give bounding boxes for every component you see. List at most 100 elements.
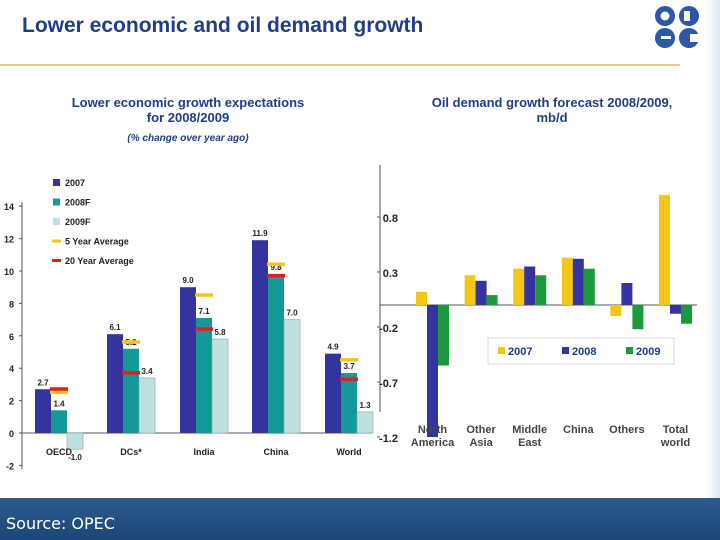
chart1-data-label: 5.8 xyxy=(214,328,226,337)
chart1-y-tick-label: 14 xyxy=(4,202,14,212)
chart1-bar xyxy=(180,287,196,433)
chart1-average-marker xyxy=(122,340,140,344)
chart2-category-label: Others xyxy=(609,424,644,436)
chart1-category-label: World xyxy=(336,447,361,457)
chart1-bar xyxy=(325,353,341,433)
chart1-bar xyxy=(123,348,139,433)
chart1-legend-swatch xyxy=(52,259,61,262)
chart1-average-marker xyxy=(267,273,285,278)
chart2-legend-swatch xyxy=(626,347,633,354)
chart1-title-line: for 2008/2009 xyxy=(147,110,229,125)
chart1-category-label: DCs* xyxy=(120,447,142,457)
chart1-bar xyxy=(341,373,357,433)
chart2-bar xyxy=(583,268,595,305)
chart2-bar xyxy=(524,266,536,305)
chart1-subtitle: (% change over year ago) xyxy=(127,133,249,144)
chart1-legend-label: 20 Year Average xyxy=(65,256,134,266)
chart1-bar xyxy=(268,274,284,433)
chart2-legend-label: 2009 xyxy=(636,346,660,358)
chart1-data-label: 9.8 xyxy=(270,263,282,272)
chart2-legend-swatch xyxy=(498,347,505,354)
chart1-data-label: 7.1 xyxy=(198,307,210,316)
chart1-average-marker xyxy=(340,358,358,362)
chart1-category-label: OECD xyxy=(46,447,73,457)
logo-c-mark xyxy=(679,28,699,48)
chart1-data-label: 2.7 xyxy=(37,378,49,387)
chart1-data-label: 11.9 xyxy=(252,229,268,238)
chart1-legend-swatch xyxy=(52,239,61,243)
chart2-bar xyxy=(427,305,438,437)
chart2-y-tick-label: -0.2 xyxy=(379,323,398,335)
chart2-bar xyxy=(632,305,644,330)
chart1-average-marker xyxy=(340,377,358,382)
footer-band xyxy=(0,498,720,540)
chart1-legend-label: 2009F xyxy=(65,217,91,227)
chart1-average-marker xyxy=(122,371,140,375)
chart2-category-label: East xyxy=(518,437,542,449)
title-divider xyxy=(0,64,680,66)
chart2-bar xyxy=(572,258,584,305)
chart1-y-tick-label: 0 xyxy=(9,429,14,439)
chart1-data-label: 9.0 xyxy=(182,276,194,285)
chart1-category-label: India xyxy=(193,447,215,457)
chart1-legend-label: 2008F xyxy=(65,198,91,208)
chart2-bar xyxy=(464,275,476,305)
chart1-y-tick-label: 8 xyxy=(9,299,14,309)
chart1-y-tick-label: 2 xyxy=(9,397,14,407)
chart1-legend-label: 5 Year Average xyxy=(65,237,129,247)
chart1-average-marker xyxy=(195,293,213,297)
opec-logo xyxy=(655,6,700,48)
chart1-data-label: 1.4 xyxy=(53,399,65,408)
chart2-legend-swatch xyxy=(562,347,569,354)
chart1-bar xyxy=(252,240,268,433)
chart2-category-label: Asia xyxy=(469,437,493,449)
chart1-legend-swatch xyxy=(53,179,60,186)
chart1-y-tick-label: 4 xyxy=(9,364,14,374)
chart1-category-label: China xyxy=(263,447,289,457)
chart2-bar xyxy=(416,291,427,305)
chart1-title-line: Lower economic growth expectations xyxy=(72,95,305,110)
chart1-average-marker xyxy=(267,262,285,267)
chart1-bar xyxy=(356,411,374,434)
slide-title: Lower economic and oil demand growth xyxy=(22,14,424,37)
chart2-bar xyxy=(659,195,670,305)
chart2-category-label: America xyxy=(411,437,455,449)
chart1-bar xyxy=(107,334,123,433)
slide-edge-strip xyxy=(706,0,720,540)
chart2-category-label: world xyxy=(660,437,690,449)
chart1-data-label: 3.7 xyxy=(343,362,355,371)
chart1-data-label: 6.1 xyxy=(109,323,121,332)
chart2-y-tick-label: 0.8 xyxy=(383,213,398,225)
chart1-legend-swatch xyxy=(53,198,60,206)
chart1-average-marker xyxy=(50,387,68,391)
chart1-y-tick-label: -2 xyxy=(6,461,14,471)
chart2-category-label: Other xyxy=(466,424,496,436)
chart1-bar xyxy=(66,432,84,450)
chart2-bar xyxy=(438,305,449,366)
chart2-y-tick-label: -0.7 xyxy=(379,378,398,390)
chart1-legend-swatch xyxy=(53,218,60,225)
chart2-bar xyxy=(475,280,487,305)
chart1-bar xyxy=(51,410,67,433)
chart2-category-label: China xyxy=(563,424,594,436)
chart2-title-line: mb/d xyxy=(536,110,567,125)
chart2-category-label: Total xyxy=(663,424,688,436)
chart1-data-label: 3.4 xyxy=(141,367,153,376)
chart2-bar xyxy=(561,257,573,305)
chart1-data-label: -1.0 xyxy=(68,453,82,462)
chart1-bar xyxy=(138,377,156,434)
chart1-bar xyxy=(35,389,51,433)
chart2-bar xyxy=(681,305,692,324)
chart2-bar xyxy=(610,305,622,316)
chart1-data-label: 7.0 xyxy=(286,309,298,318)
chart2-bar xyxy=(513,268,525,305)
source-note: Source: OPEC xyxy=(6,514,115,533)
chart2-y-tick-label: 0.3 xyxy=(383,268,398,280)
chart2-bar xyxy=(670,305,681,314)
chart2-bar xyxy=(486,295,498,305)
chart2-category-label: North xyxy=(418,424,448,436)
chart1-average-marker xyxy=(50,390,68,394)
chart2-legend-label: 2008 xyxy=(572,346,596,358)
chart1-average-marker xyxy=(195,327,213,331)
